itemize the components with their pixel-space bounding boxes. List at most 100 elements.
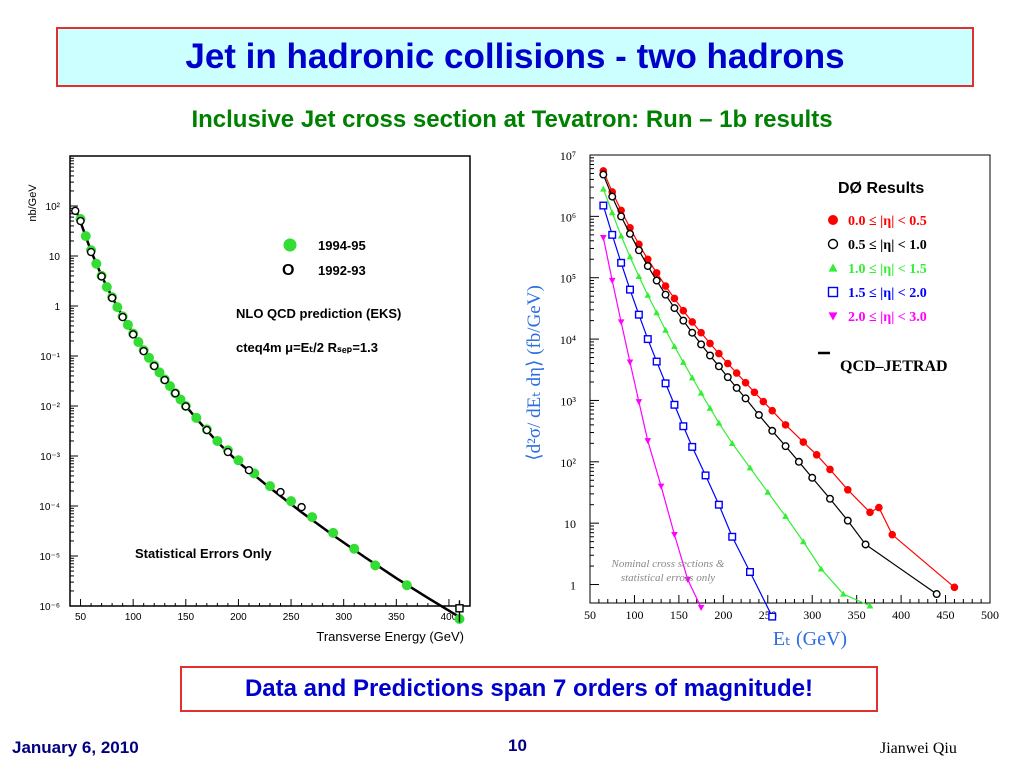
point-1992-93 — [71, 206, 80, 216]
data-point-4 — [657, 483, 665, 490]
slide-title-box: Jet in hadronic collisions - two hadrons — [56, 27, 974, 87]
legend-marker-0 — [828, 215, 838, 225]
point-1992-93 — [202, 425, 212, 435]
point-1992-93 — [76, 216, 85, 226]
legend-label-1994-95: 1994-95 — [318, 238, 366, 253]
y-tick-label: 10⁻¹ — [40, 352, 60, 363]
data-point-1 — [808, 473, 817, 482]
data-point-1 — [634, 246, 643, 255]
legend-label-1992-93: 1992-93 — [318, 263, 366, 278]
y-tick-label: 10² — [46, 202, 61, 213]
data-point-0 — [679, 306, 688, 315]
legend-label-2: 1.0 ≤ |η| < 1.5 — [848, 262, 927, 277]
data-point-0 — [715, 349, 723, 358]
point-1994-95 — [112, 302, 123, 313]
point-1994-95 — [154, 367, 165, 378]
data-point-1 — [599, 170, 608, 179]
data-point-2 — [715, 419, 723, 426]
data-point-4 — [617, 319, 625, 326]
y-tick-label: 10⁻² — [40, 402, 60, 413]
x-tick-label: 400 — [892, 608, 910, 622]
legend-label-0: 0.0 ≤ |η| < 0.5 — [848, 214, 927, 229]
legend-label-3: 1.5 ≤ |η| < 2.0 — [848, 286, 927, 301]
point-1994-95 — [265, 481, 275, 492]
summary-text: Data and Predictions span 7 orders of ma… — [244, 675, 814, 702]
left-chart: 50 100 150 200 250 300 350 400 10² 10 1 10⁻¹ 10⁻² 10⁻… — [27, 155, 471, 644]
point-1994-95 — [212, 435, 223, 446]
data-point-2 — [817, 565, 825, 572]
point-1992-93 — [86, 247, 96, 257]
legend-label-4: 2.0 ≤ |η| < 3.0 — [848, 310, 927, 325]
x-tick-label: 100 — [625, 608, 643, 622]
data-point-0 — [781, 421, 790, 429]
y-tick-label: 10⁻⁴ — [39, 502, 60, 513]
footer-page-number: 10 — [508, 736, 527, 755]
data-point-2 — [671, 343, 678, 350]
x-tick-label: 250 — [283, 612, 300, 623]
x-tick-label: 500 — [981, 608, 999, 622]
data-point-0 — [799, 438, 808, 446]
data-point-0 — [888, 530, 897, 539]
slide-title: Jet in hadronic collisions - two hadrons — [185, 37, 845, 76]
data-point-0 — [697, 328, 705, 337]
data-point-1 — [732, 383, 741, 392]
footer-author: Jianwei Qiu — [880, 740, 957, 757]
data-point-4 — [626, 359, 634, 366]
data-point-2 — [746, 464, 754, 471]
point-1994-95 — [233, 455, 244, 466]
nominal-note-line2: statistical errors only — [621, 572, 715, 584]
point-1994-95 — [401, 580, 412, 591]
data-point-2 — [800, 538, 807, 545]
data-point-0 — [875, 503, 883, 512]
point-1994-95 — [286, 496, 297, 507]
legend-marker-1994-95 — [283, 238, 297, 252]
data-point-3 — [679, 422, 688, 431]
summary-box: Data and Predictions span 7 orders of ma… — [180, 666, 878, 712]
data-point-3 — [745, 568, 754, 577]
data-point-2 — [688, 374, 696, 381]
x-tick-label: 50 — [584, 608, 596, 622]
point-1992-93 — [97, 272, 106, 281]
data-point-4 — [608, 277, 616, 284]
point-1994-95 — [80, 231, 91, 242]
data-point-1 — [608, 192, 617, 201]
data-point-3 — [728, 532, 737, 541]
point-1994-95 — [191, 412, 202, 423]
point-1994-95 — [175, 394, 186, 405]
data-point-1 — [861, 540, 870, 549]
y-tick-label: 10² — [560, 456, 576, 470]
left-plot-frame — [69, 155, 471, 607]
point-1992-93 — [171, 389, 180, 398]
point-1994-95 — [143, 352, 154, 363]
data-point-2 — [653, 309, 660, 316]
theory-line-4 — [602, 237, 702, 608]
data-point-1 — [617, 212, 626, 221]
y-tick-label: 10⁴ — [560, 333, 576, 347]
x-tick-label: 150 — [177, 612, 194, 623]
point-1992-93 — [128, 330, 138, 339]
data-point-1 — [705, 351, 714, 360]
x-tick-label: 150 — [670, 608, 688, 622]
stat-errors-note: Statistical Errors Only — [135, 546, 272, 561]
slide-subtitle: Inclusive Jet cross section at Tevatron:… — [191, 106, 833, 133]
data-point-1 — [826, 494, 835, 503]
x-tick-label: 450 — [937, 608, 955, 622]
data-point-1 — [679, 316, 688, 325]
point-1992-93 — [160, 375, 169, 385]
point-1992-93 — [297, 502, 306, 512]
data-point-2 — [866, 602, 874, 609]
data-point-4 — [644, 438, 652, 445]
legend-label-1: 0.5 ≤ |η| < 1.0 — [848, 238, 927, 253]
y-tick-label: 10 — [564, 517, 576, 531]
data-point-1 — [661, 290, 670, 299]
data-point-1 — [768, 426, 777, 435]
y-axis-label: nb/GeV — [27, 184, 39, 222]
x-axis-label: Transverse Energy (GeV) — [316, 629, 464, 644]
data-point-3 — [714, 500, 723, 509]
point-1994-95 — [91, 258, 102, 269]
right-plot-frame — [589, 154, 991, 604]
data-point-3 — [617, 258, 626, 267]
data-point-0 — [750, 388, 759, 397]
x-tick-label: 200 — [230, 612, 247, 623]
x-tick-label: 100 — [125, 612, 142, 623]
